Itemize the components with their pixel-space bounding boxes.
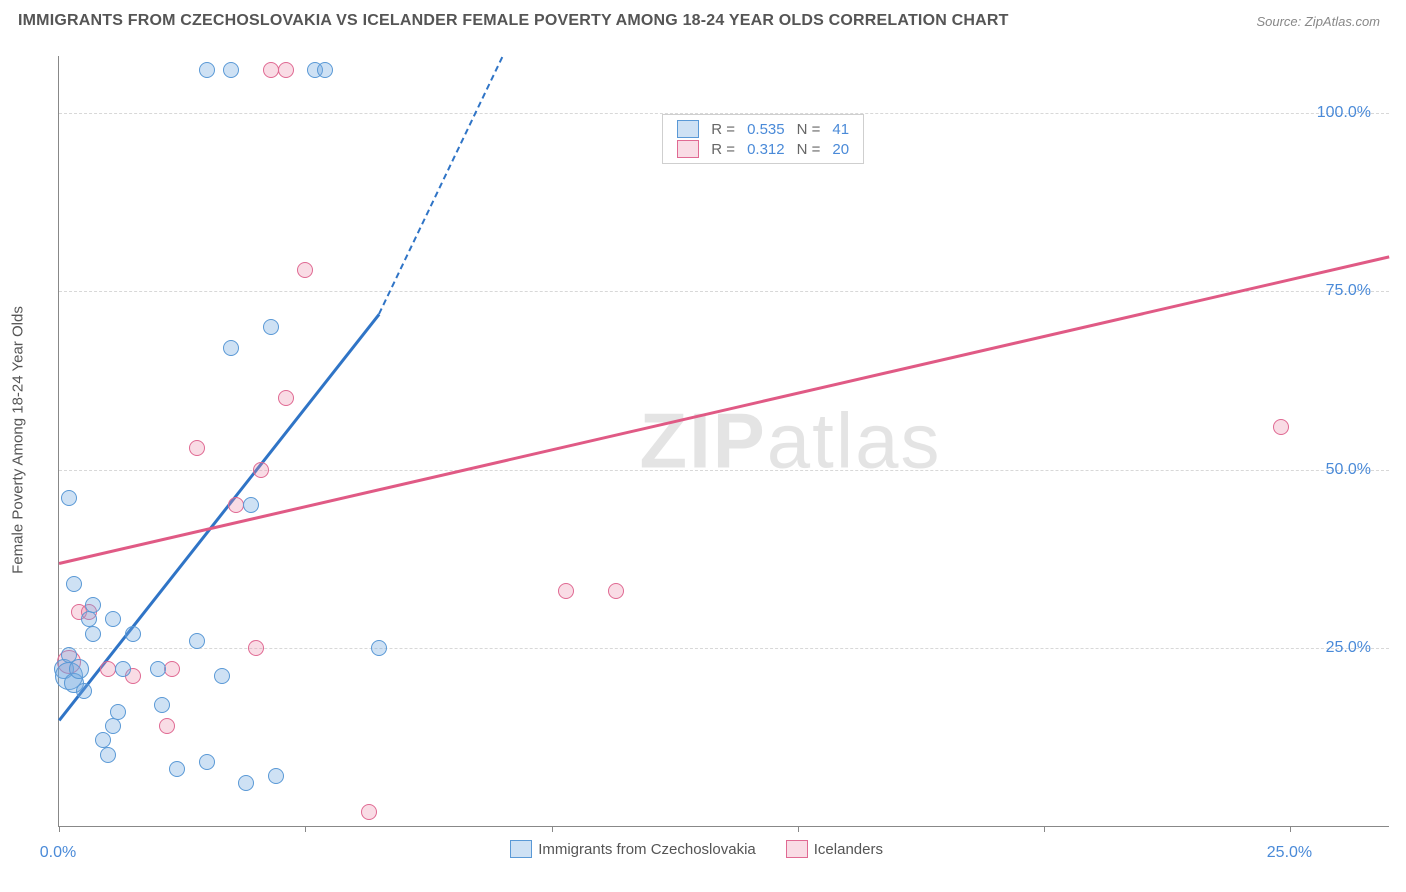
- x-tick-label: 25.0%: [1267, 844, 1312, 862]
- data-point: [263, 319, 279, 335]
- data-point: [238, 775, 254, 791]
- data-point: [105, 611, 121, 627]
- data-point: [154, 697, 170, 713]
- x-tick: [1290, 826, 1291, 832]
- data-point: [268, 768, 284, 784]
- data-point: [85, 626, 101, 642]
- data-point: [608, 583, 624, 599]
- data-point: [248, 640, 264, 656]
- y-tick-label: 50.0%: [1326, 461, 1371, 479]
- watermark: ZIPatlas: [639, 396, 941, 487]
- data-point: [110, 704, 126, 720]
- data-point: [125, 626, 141, 642]
- data-point: [223, 340, 239, 356]
- data-point: [223, 62, 239, 78]
- data-point: [85, 597, 101, 613]
- data-point: [278, 390, 294, 406]
- data-point: [150, 661, 166, 677]
- data-point: [199, 754, 215, 770]
- trend-line: [59, 256, 1390, 565]
- data-point: [361, 804, 377, 820]
- x-tick: [798, 826, 799, 832]
- chart-title: IMMIGRANTS FROM CZECHOSLOVAKIA VS ICELAN…: [18, 12, 1009, 29]
- scatter-plot: ZIPatlas 25.0% 50.0% 75.0% 100.0% R =0.535N …: [58, 56, 1389, 827]
- data-point: [169, 761, 185, 777]
- legend-stats: R =0.535N =41R =0.312N =20: [662, 114, 864, 164]
- y-tick-label: 75.0%: [1326, 282, 1371, 300]
- data-point: [61, 490, 77, 506]
- data-point: [1273, 419, 1289, 435]
- data-point: [100, 747, 116, 763]
- x-tick: [59, 826, 60, 832]
- y-tick-label: 100.0%: [1317, 104, 1371, 122]
- data-point: [371, 640, 387, 656]
- data-point: [61, 647, 77, 663]
- data-point: [189, 633, 205, 649]
- data-point: [297, 262, 313, 278]
- data-point: [159, 718, 175, 734]
- data-point: [115, 661, 131, 677]
- data-point: [317, 62, 333, 78]
- data-point: [189, 440, 205, 456]
- data-point: [558, 583, 574, 599]
- data-point: [243, 497, 259, 513]
- trend-line-dash: [378, 57, 503, 315]
- data-point: [100, 661, 116, 677]
- x-tick: [1044, 826, 1045, 832]
- data-point: [66, 576, 82, 592]
- y-tick-label: 25.0%: [1326, 639, 1371, 657]
- x-tick: [552, 826, 553, 832]
- data-point: [228, 497, 244, 513]
- source-label: Source: ZipAtlas.com: [1256, 14, 1380, 29]
- data-point: [263, 62, 279, 78]
- legend-series: Immigrants from CzechoslovakiaIcelanders: [510, 840, 913, 858]
- trend-line: [58, 313, 380, 721]
- gridline-h: [59, 291, 1389, 292]
- x-tick-label: 0.0%: [40, 844, 76, 862]
- data-point: [278, 62, 294, 78]
- data-point: [105, 718, 121, 734]
- data-point: [214, 668, 230, 684]
- data-point: [164, 661, 180, 677]
- data-point: [199, 62, 215, 78]
- y-axis-label: Female Poverty Among 18-24 Year Olds: [10, 306, 27, 574]
- data-point: [76, 683, 92, 699]
- x-tick: [305, 826, 306, 832]
- data-point: [253, 462, 269, 478]
